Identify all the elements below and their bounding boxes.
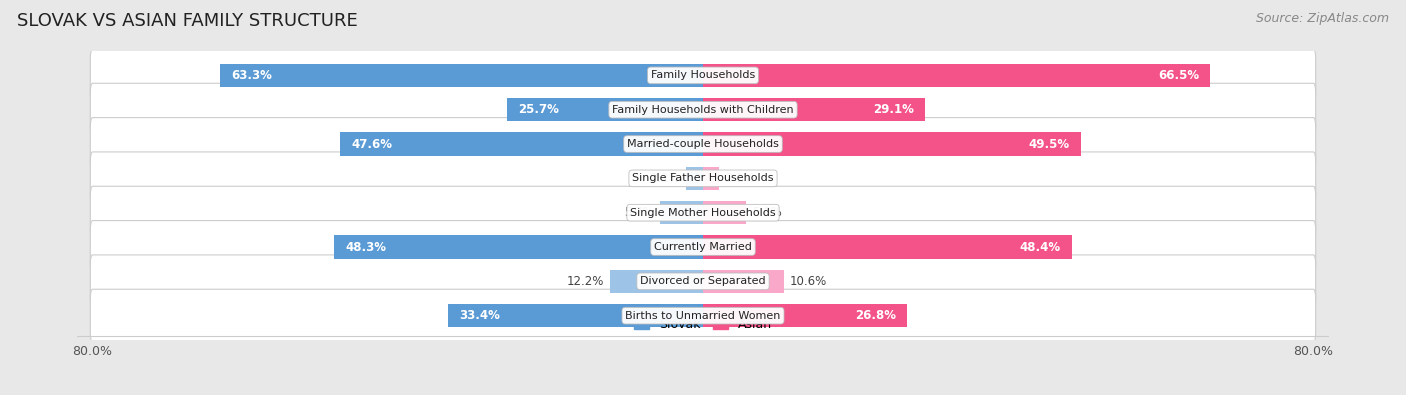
Text: 33.4%: 33.4% xyxy=(460,309,501,322)
Text: Single Father Households: Single Father Households xyxy=(633,173,773,183)
Text: 2.1%: 2.1% xyxy=(725,172,755,185)
FancyBboxPatch shape xyxy=(90,49,1316,102)
Text: Currently Married: Currently Married xyxy=(654,242,752,252)
Bar xyxy=(703,235,1073,259)
FancyBboxPatch shape xyxy=(90,83,1316,136)
Bar xyxy=(703,64,1211,87)
Bar xyxy=(340,132,703,156)
Bar xyxy=(703,201,745,224)
Bar xyxy=(703,167,718,190)
Text: 2.2%: 2.2% xyxy=(650,172,681,185)
Text: 26.8%: 26.8% xyxy=(855,309,896,322)
Legend: Slovak, Asian: Slovak, Asian xyxy=(628,313,778,336)
Bar xyxy=(449,304,703,327)
FancyBboxPatch shape xyxy=(90,186,1316,239)
FancyBboxPatch shape xyxy=(90,118,1316,171)
Bar xyxy=(703,98,925,121)
FancyBboxPatch shape xyxy=(90,152,1316,205)
FancyBboxPatch shape xyxy=(90,289,1316,342)
Text: Births to Unmarried Women: Births to Unmarried Women xyxy=(626,311,780,321)
Text: 25.7%: 25.7% xyxy=(519,103,560,116)
Text: Single Mother Households: Single Mother Households xyxy=(630,208,776,218)
Text: Family Households with Children: Family Households with Children xyxy=(612,105,794,115)
Bar xyxy=(610,270,703,293)
Bar xyxy=(219,64,703,87)
Text: 29.1%: 29.1% xyxy=(873,103,914,116)
Text: 47.6%: 47.6% xyxy=(352,137,392,150)
Text: SLOVAK VS ASIAN FAMILY STRUCTURE: SLOVAK VS ASIAN FAMILY STRUCTURE xyxy=(17,12,357,30)
Text: Family Households: Family Households xyxy=(651,70,755,80)
Bar xyxy=(703,132,1081,156)
Text: 48.4%: 48.4% xyxy=(1019,241,1062,254)
FancyBboxPatch shape xyxy=(90,255,1316,308)
Text: 5.6%: 5.6% xyxy=(752,206,782,219)
Text: 5.7%: 5.7% xyxy=(624,206,654,219)
Text: 48.3%: 48.3% xyxy=(346,241,387,254)
Bar xyxy=(686,167,703,190)
Text: Source: ZipAtlas.com: Source: ZipAtlas.com xyxy=(1256,12,1389,25)
FancyBboxPatch shape xyxy=(90,220,1316,273)
Bar xyxy=(335,235,703,259)
Text: 66.5%: 66.5% xyxy=(1157,69,1199,82)
Text: Divorced or Separated: Divorced or Separated xyxy=(640,276,766,286)
Text: 12.2%: 12.2% xyxy=(567,275,603,288)
Bar xyxy=(508,98,703,121)
Bar xyxy=(703,304,907,327)
Bar xyxy=(659,201,703,224)
Text: 10.6%: 10.6% xyxy=(790,275,827,288)
Text: 63.3%: 63.3% xyxy=(232,69,273,82)
Text: Married-couple Households: Married-couple Households xyxy=(627,139,779,149)
Bar xyxy=(703,270,785,293)
Text: 49.5%: 49.5% xyxy=(1028,137,1069,150)
